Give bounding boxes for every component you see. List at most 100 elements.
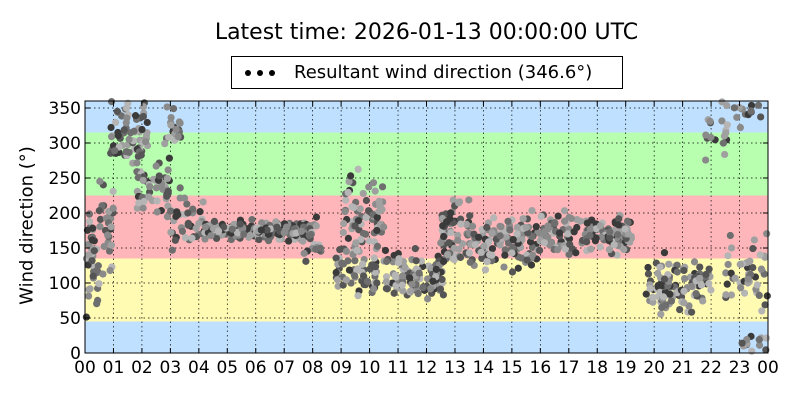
data-point: [356, 205, 364, 213]
data-point: [272, 218, 280, 226]
y-tick-label: 0: [70, 344, 81, 364]
y-tick-label: 350: [49, 99, 81, 119]
data-point: [153, 208, 161, 216]
data-point: [401, 264, 409, 272]
data-point: [726, 231, 734, 240]
data-point: [365, 237, 374, 245]
data-point: [443, 250, 452, 259]
data-point: [567, 214, 575, 223]
data-point: [240, 230, 248, 238]
data-point: [610, 241, 618, 249]
data-point: [450, 244, 458, 252]
data-point: [212, 234, 221, 243]
data-point: [414, 289, 422, 298]
data-point: [692, 290, 700, 298]
data-point: [513, 230, 521, 238]
data-point: [307, 230, 315, 238]
data-point: [411, 245, 419, 253]
y-tick-label: 200: [49, 204, 81, 224]
data-point: [395, 255, 403, 263]
data-point: [299, 237, 307, 245]
data-point: [501, 246, 509, 254]
x-tick-label: 14: [473, 358, 495, 378]
data-point: [83, 226, 92, 234]
data-point: [351, 272, 359, 280]
data-point: [532, 223, 540, 231]
data-point: [406, 274, 414, 282]
data-point: [537, 212, 545, 220]
data-point: [483, 258, 491, 266]
data-point: [125, 135, 133, 144]
data-point: [468, 222, 477, 230]
data-point: [432, 265, 440, 273]
x-tick-label: 08: [302, 358, 324, 378]
data-point: [466, 258, 474, 266]
data-point: [354, 217, 363, 225]
data-point: [496, 241, 504, 249]
data-point: [658, 282, 666, 290]
data-point: [748, 347, 756, 355]
data-point: [348, 203, 356, 211]
x-tick-label: 02: [131, 358, 153, 378]
data-point: [747, 101, 756, 110]
data-point: [143, 118, 151, 127]
data-point: [506, 226, 514, 234]
data-point: [362, 214, 370, 222]
data-point: [207, 232, 215, 240]
data-point: [373, 279, 381, 287]
data-point: [496, 232, 504, 240]
data-point: [527, 261, 536, 269]
legend: Resultant wind direction (346.6°): [231, 56, 623, 89]
data-point: [382, 278, 390, 286]
y-tick-label: 250: [49, 169, 81, 189]
data-point: [596, 222, 604, 230]
data-point: [373, 242, 382, 250]
data-point: [107, 133, 116, 141]
data-point: [82, 313, 90, 321]
data-point: [84, 251, 92, 259]
data-point: [483, 223, 491, 231]
data-point: [408, 280, 416, 288]
data-point: [112, 118, 120, 127]
data-point: [167, 121, 175, 129]
data-point: [183, 200, 191, 208]
data-point: [169, 105, 178, 113]
data-point: [449, 196, 457, 204]
data-point: [614, 230, 622, 239]
data-point: [342, 276, 350, 284]
data-point: [724, 260, 732, 269]
data-point: [380, 223, 388, 231]
data-point: [338, 259, 346, 267]
data-point: [475, 233, 483, 241]
data-point: [755, 291, 763, 300]
data-point: [447, 229, 455, 237]
data-point: [142, 132, 150, 140]
data-point: [139, 112, 148, 121]
data-points: [82, 98, 771, 355]
data-point: [722, 291, 730, 299]
data-point: [139, 204, 147, 212]
data-point: [572, 249, 580, 257]
data-point: [544, 222, 552, 230]
data-point: [407, 287, 415, 295]
data-point: [228, 225, 236, 233]
data-point: [345, 266, 354, 274]
data-point: [347, 172, 355, 180]
data-point: [642, 290, 650, 298]
data-point: [95, 280, 103, 288]
data-point: [450, 256, 458, 264]
data-point: [757, 113, 765, 121]
data-point: [555, 229, 564, 237]
data-point: [754, 101, 763, 109]
data-point: [454, 236, 462, 244]
data-point: [719, 139, 727, 147]
data-point: [104, 231, 112, 239]
data-point: [107, 241, 116, 249]
data-point: [736, 123, 744, 132]
data-point: [93, 296, 102, 305]
data-point: [718, 98, 726, 106]
data-point: [363, 277, 372, 285]
data-point: [654, 269, 662, 277]
data-point: [456, 215, 465, 223]
